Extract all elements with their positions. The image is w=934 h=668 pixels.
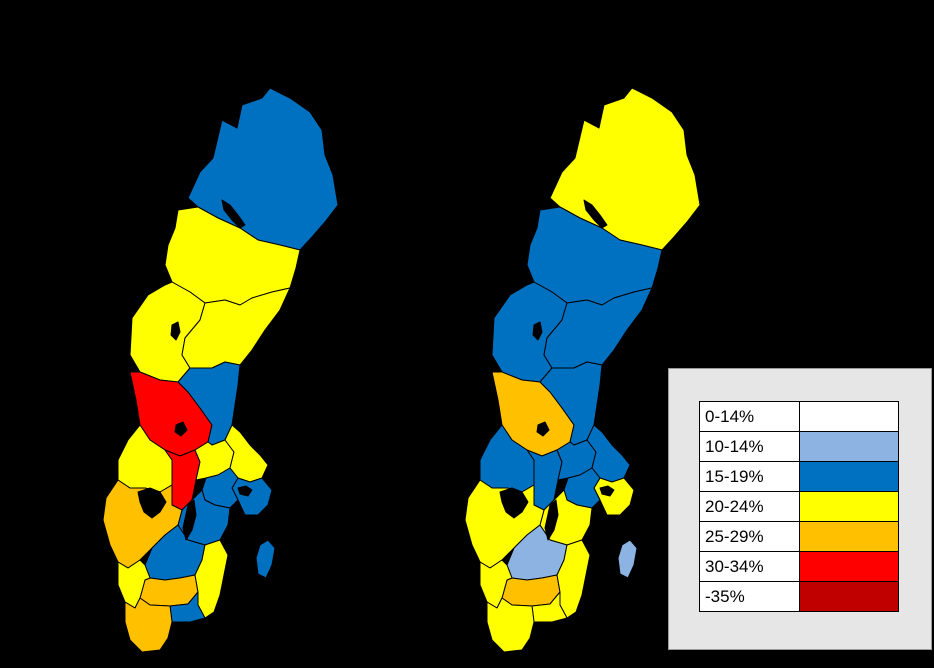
lake — [583, 199, 608, 229]
lake — [170, 321, 181, 341]
region-kronoberg — [501, 574, 561, 607]
legend-swatch — [799, 491, 899, 522]
legend-swatch — [799, 401, 899, 432]
legend-panel: 0-14% 10-14% 15-19% 20-24% 25-29% 30-34% -35% — [668, 368, 932, 650]
legend-swatch — [799, 431, 899, 462]
legend-label: -35% — [699, 581, 800, 612]
legend-label: 0-14% — [699, 401, 800, 432]
map-right — [464, 87, 701, 653]
region-halland — [117, 559, 151, 609]
legend-row: 15-19% — [699, 461, 899, 492]
region-skane — [124, 597, 173, 653]
legend-table: 0-14% 10-14% 15-19% 20-24% 25-29% 30-34% -35% — [699, 401, 899, 612]
lake — [137, 487, 167, 519]
legend-row: 20-24% — [699, 491, 899, 522]
legend-label: 15-19% — [699, 461, 800, 492]
region-stockholm — [231, 477, 273, 516]
lake — [499, 487, 529, 519]
map-left — [102, 87, 339, 653]
lake — [544, 499, 559, 541]
region-stockholm — [593, 477, 635, 516]
legend-row: 10-14% — [699, 431, 899, 462]
lake — [536, 421, 550, 437]
legend-label: 25-29% — [699, 521, 800, 552]
legend-label: 10-14% — [699, 431, 800, 462]
region-blekinge — [531, 591, 568, 623]
legend-row: 30-34% — [699, 551, 899, 582]
region-gotland — [617, 539, 638, 579]
legend-swatch — [799, 521, 899, 552]
legend-row: -35% — [699, 581, 899, 612]
region-uppsala — [224, 424, 269, 483]
legend-label: 20-24% — [699, 491, 800, 522]
lake — [174, 421, 188, 437]
legend-swatch — [799, 461, 899, 492]
region-gotland — [255, 539, 276, 579]
legend-swatch — [799, 551, 899, 582]
lake — [599, 485, 615, 497]
lake — [182, 499, 197, 541]
legend-swatch — [799, 581, 899, 612]
lake — [221, 199, 246, 229]
region-blekinge — [169, 591, 206, 623]
region-kronoberg — [139, 574, 199, 607]
region-skane — [486, 597, 535, 653]
lake — [532, 321, 543, 341]
region-vasternorrland — [543, 287, 653, 369]
region-uppsala — [586, 424, 631, 483]
lake — [237, 485, 253, 497]
legend-row: 25-29% — [699, 521, 899, 552]
region-vasternorrland — [181, 287, 291, 369]
legend-label: 30-34% — [699, 551, 800, 582]
region-halland — [479, 559, 513, 609]
legend-row: 0-14% — [699, 401, 899, 432]
